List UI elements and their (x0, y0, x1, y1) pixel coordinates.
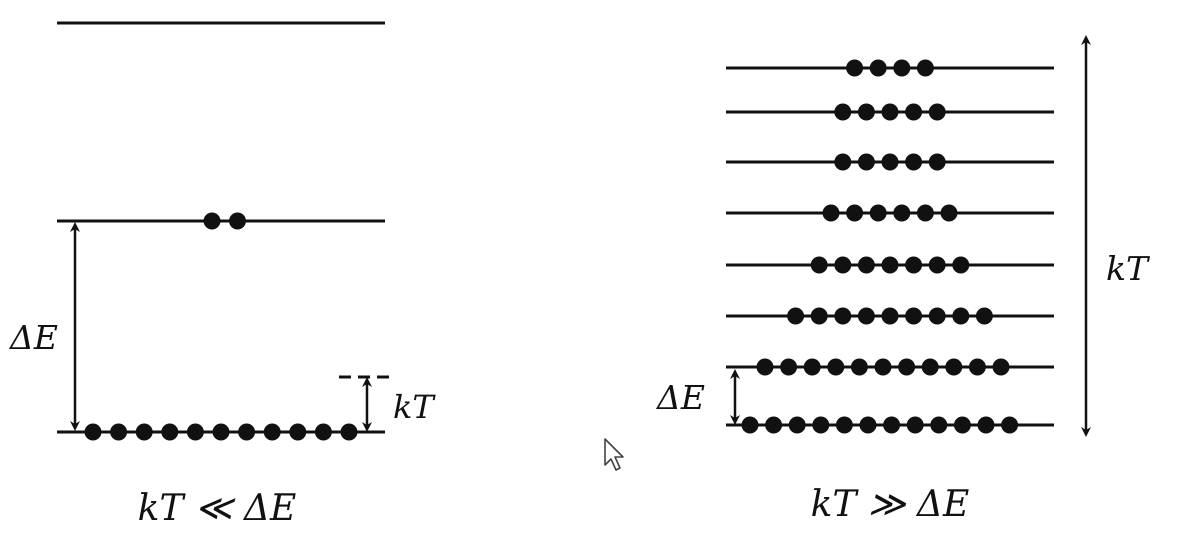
particle (788, 416, 806, 434)
particle (930, 416, 948, 434)
particle (916, 59, 934, 77)
particle (812, 416, 830, 434)
particle (846, 204, 864, 222)
particle (881, 103, 899, 121)
particle (953, 416, 971, 434)
particle (850, 358, 868, 376)
particle (975, 307, 993, 325)
particle (834, 256, 852, 274)
energy-level-4 (726, 204, 1054, 222)
kt-label: kT (393, 388, 436, 426)
mouse-pointer-icon (604, 438, 624, 471)
particle (263, 423, 281, 441)
energy-level-1 (726, 59, 1054, 77)
particle (883, 416, 901, 434)
right-delta-e-label: ΔE (655, 378, 705, 417)
particle (238, 423, 256, 441)
particle (945, 358, 963, 376)
particle (741, 416, 759, 434)
particle (827, 358, 845, 376)
particle (340, 423, 358, 441)
particle (952, 307, 970, 325)
energy-level-5 (726, 256, 1054, 274)
particle (110, 423, 128, 441)
excited-level-particles (203, 212, 246, 230)
particle (1001, 416, 1019, 434)
delta-e-label: ΔE (8, 318, 58, 357)
particle (869, 204, 887, 222)
particle (952, 256, 970, 274)
particle (977, 416, 995, 434)
energy-level-8 (726, 416, 1054, 434)
particle (314, 423, 332, 441)
particle (846, 59, 864, 77)
right-kt-label: kT (1106, 249, 1151, 288)
particle (869, 59, 887, 77)
particle (928, 103, 946, 121)
particle (857, 103, 875, 121)
particle (906, 416, 924, 434)
particle (229, 212, 246, 230)
particle (835, 416, 853, 434)
particle (803, 358, 821, 376)
particle (765, 416, 783, 434)
particle (921, 358, 939, 376)
right-panel: ΔE kT kT ≫ ΔE (655, 35, 1151, 525)
particle (161, 423, 179, 441)
particle (905, 307, 923, 325)
particle (893, 59, 911, 77)
particle (898, 358, 916, 376)
particle (874, 358, 892, 376)
particle (881, 153, 899, 171)
energy-level-3 (726, 153, 1054, 171)
ground-level-particles (84, 423, 358, 441)
particle (289, 423, 307, 441)
particle (186, 423, 204, 441)
particle (905, 153, 923, 171)
particle (857, 307, 875, 325)
particle (928, 256, 946, 274)
particle (834, 307, 852, 325)
particle (881, 256, 899, 274)
particle (787, 307, 805, 325)
particle (916, 204, 934, 222)
energy-level-6 (726, 307, 1054, 325)
particle (928, 307, 946, 325)
particle (84, 423, 102, 441)
particle (905, 256, 923, 274)
particle (968, 358, 986, 376)
left-panel: ΔE kT kT ≪ ΔE (8, 21, 436, 529)
right-caption: kT ≫ ΔE (811, 484, 970, 525)
particle (135, 423, 153, 441)
particle (834, 153, 852, 171)
particle (822, 204, 840, 222)
particle (940, 204, 958, 222)
energy-level-7 (726, 358, 1054, 376)
right-energy-levels (726, 59, 1054, 434)
particle (857, 256, 875, 274)
particle (212, 423, 230, 441)
particle (859, 416, 877, 434)
particle (857, 153, 875, 171)
energy-level-2 (726, 103, 1054, 121)
particle (992, 358, 1010, 376)
particle (928, 153, 946, 171)
particle (780, 358, 798, 376)
particle (834, 103, 852, 121)
left-caption: kT ≪ ΔE (138, 488, 297, 529)
particle (881, 307, 899, 325)
particle (203, 212, 221, 230)
particle (810, 307, 828, 325)
particle (893, 204, 911, 222)
particle (810, 256, 828, 274)
particle (905, 103, 923, 121)
particle (756, 358, 774, 376)
